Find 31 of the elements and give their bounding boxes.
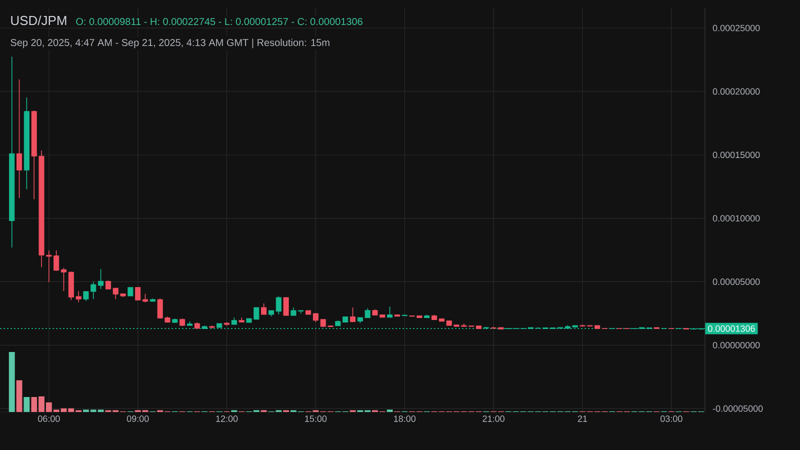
candlestick (261, 303, 267, 315)
y-tick-label: 0.00020000 (712, 88, 760, 95)
x-tick-label: 21:00 (482, 416, 504, 422)
y-tick-label: 0.00005000 (712, 278, 760, 285)
x-tick-label: 15:00 (305, 416, 327, 422)
y-tick-label: 0.00015000 (712, 152, 760, 158)
candlestick (16, 79, 22, 198)
chart-title: USD/JPM (11, 16, 66, 26)
y-tick-label: -0.00005000 (712, 405, 763, 412)
bar (8, 352, 15, 412)
bar (16, 380, 22, 412)
candlestick (276, 296, 282, 315)
x-tick-label: 12:00 (216, 416, 238, 422)
candlestick (135, 287, 141, 301)
y-tick-label: 0.00010000 (712, 215, 760, 222)
y-tick-label: 0.00025000 (712, 24, 760, 32)
x-tick-label: 18:00 (394, 416, 416, 422)
candlestick (98, 268, 104, 290)
candlestick (350, 307, 356, 323)
x-tick-label: 06:00 (38, 416, 60, 422)
candlestick (283, 297, 289, 316)
x-tick-label: 21 (578, 416, 588, 422)
ref-line-label: 0.00001306 (708, 325, 755, 332)
annotation: O: 0.00009811 - H: 0.00022745 - L: 0.00001257 - C: 0.00001306 (76, 18, 362, 26)
bar (24, 397, 30, 412)
candlestick (387, 306, 393, 318)
x-tick-label: 03:00 (660, 416, 682, 422)
x-tick-label: 09:00 (126, 416, 149, 422)
candlestick (60, 267, 67, 292)
y-tick-label: 0.00000000 (712, 342, 760, 348)
text: Sep 20, 2025, 4:47 AM - Sep 21, 2025, 4:13 AM GMT | Resolution: 15m (10, 38, 330, 48)
